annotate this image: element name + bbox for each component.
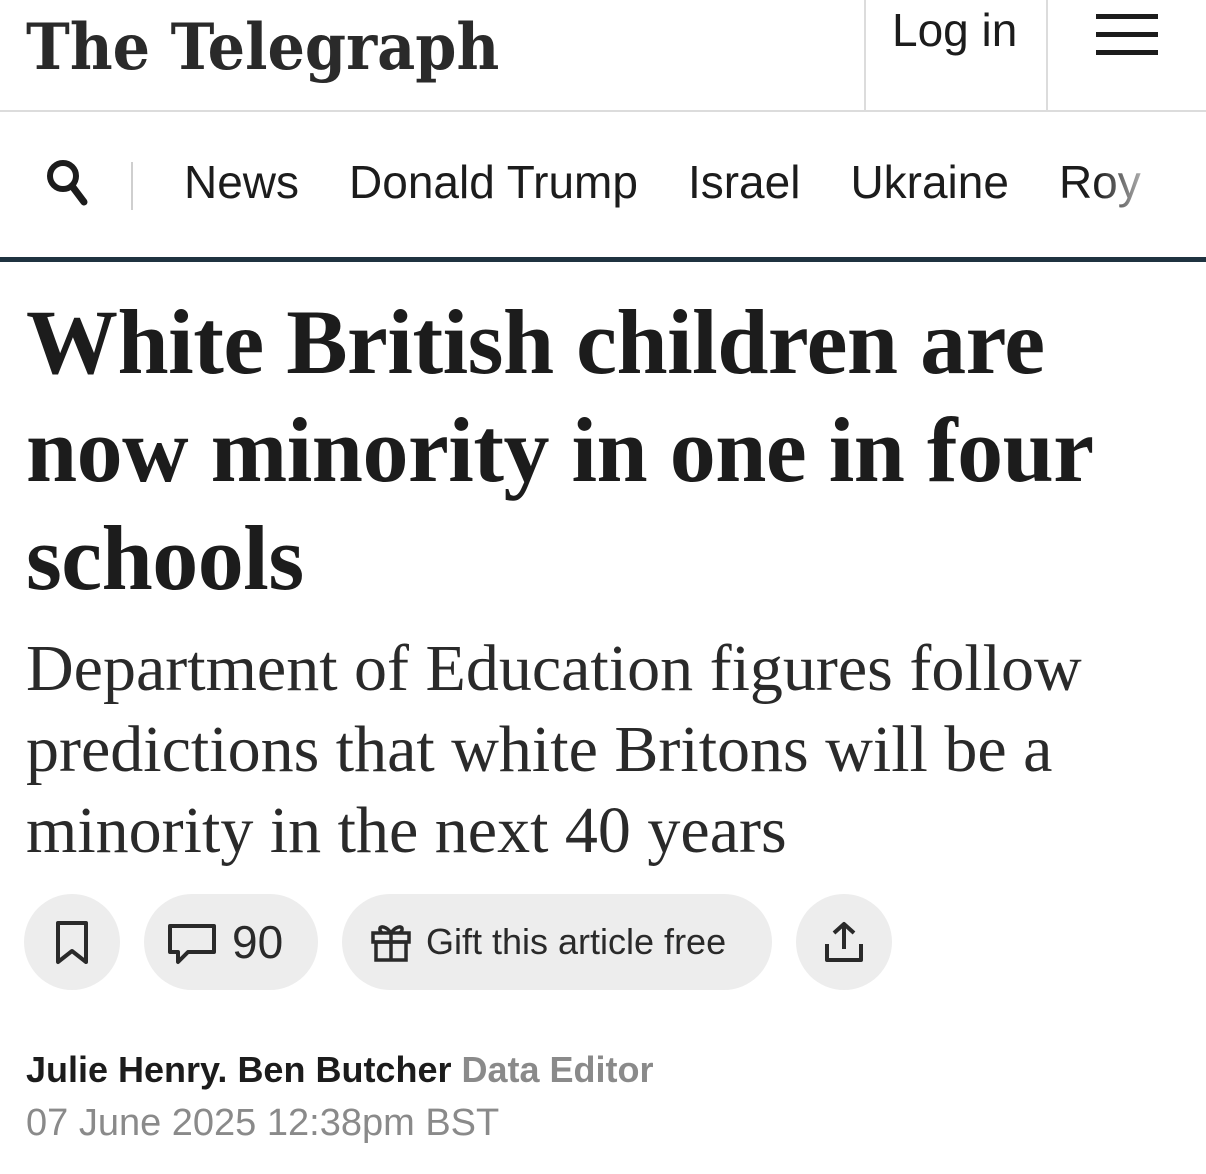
gift-article-button[interactable]: Gift this article free [342, 894, 772, 990]
menu-bar [1096, 50, 1158, 55]
comment-count: 90 [232, 916, 284, 968]
hamburger-menu-icon[interactable] [1096, 14, 1158, 56]
share-icon [825, 922, 863, 962]
nav-item-ukraine[interactable]: Ukraine [850, 156, 1009, 208]
site-logo[interactable]: The Telegraph [26, 10, 500, 85]
gift-label: Gift this article free [426, 921, 727, 962]
bookmark-button[interactable] [24, 894, 120, 990]
article-standfirst: Department of Education figures follow p… [26, 632, 1082, 867]
publish-date: 07 June 2025 [26, 1102, 257, 1144]
author-ben-butcher[interactable]: Ben Butcher [237, 1049, 452, 1090]
author-role: Data Editor [461, 1049, 654, 1090]
gift-icon [371, 925, 411, 962]
nav-items: News Donald Trump Israel Ukraine Roy [184, 152, 1191, 212]
login-link[interactable]: Log in [892, 4, 1018, 56]
nav-item-donald-trump[interactable]: Donald Trump [349, 156, 638, 208]
login-cell: Log in [864, 0, 1048, 112]
nav-item-royals[interactable]: Roy [1058, 156, 1141, 208]
nav-item-israel[interactable]: Israel [687, 156, 801, 208]
publish-time: 12:38pm BST [266, 1102, 500, 1144]
article-headline: White British children are now minority … [26, 291, 1092, 609]
nav-item-news[interactable]: News [184, 156, 300, 208]
search-icon[interactable] [46, 158, 90, 210]
share-button[interactable] [796, 894, 892, 990]
comment-icon [168, 924, 216, 964]
bookmark-icon [56, 921, 88, 964]
masthead: The Telegraph Log in [0, 0, 1206, 112]
author-julie-henry[interactable]: Julie Henry. [26, 1049, 228, 1090]
publish-dateline: 07 June 2025 12:38pm BST [26, 1098, 499, 1148]
article-actions: 90 Gift this article free [0, 894, 1206, 990]
section-nav: News Donald Trump Israel Ukraine Roy [0, 114, 1206, 262]
nav-divider [131, 162, 133, 210]
menu-bar [1096, 14, 1158, 19]
comments-button[interactable]: 90 [144, 894, 318, 990]
menu-bar [1096, 32, 1158, 37]
byline: Julie Henry. Ben Butcher Data Editor [26, 1046, 654, 1094]
